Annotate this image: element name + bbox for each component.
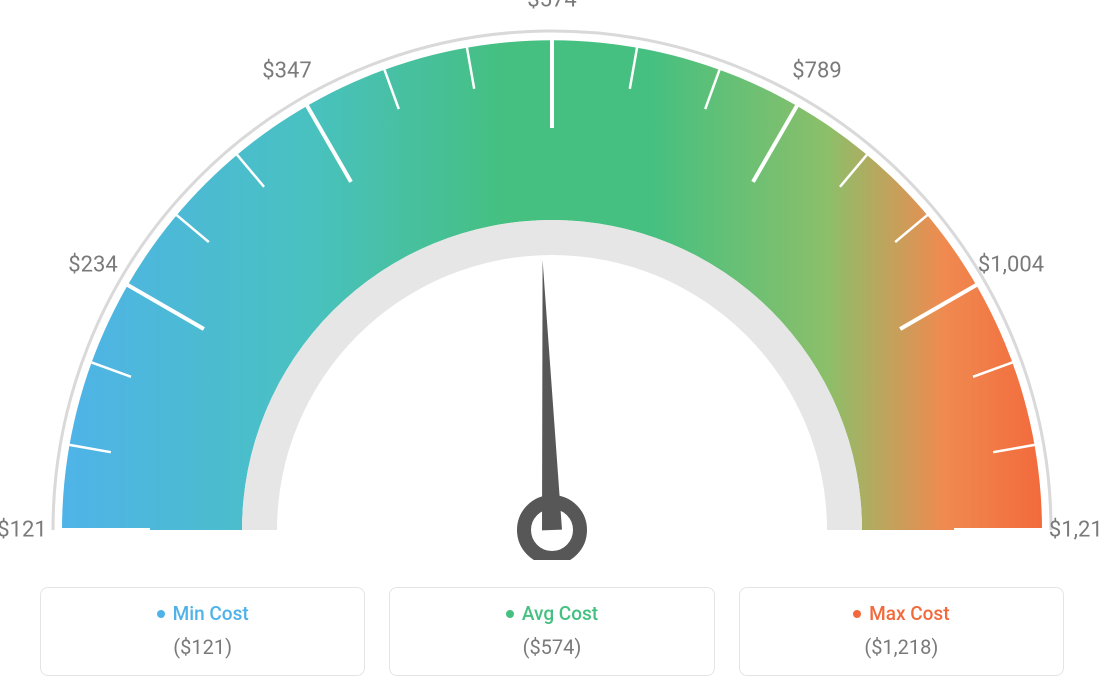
gauge-tick-label: $234 xyxy=(68,253,117,278)
gauge-tick-label: $347 xyxy=(262,59,311,84)
legend-title-min-label: Min Cost xyxy=(173,602,249,625)
gauge-tick-label: $121 xyxy=(0,518,47,543)
legend-dot-max xyxy=(853,610,861,618)
gauge-tick-label: $1,004 xyxy=(978,253,1044,278)
legend-value-max: ($1,218) xyxy=(750,635,1053,659)
gauge-tick-label: $1,218 xyxy=(1049,518,1104,543)
legend-card-max: Max Cost ($1,218) xyxy=(739,587,1064,676)
legend-title-max-label: Max Cost xyxy=(869,602,949,625)
gauge-tick-label: $574 xyxy=(527,0,576,13)
legend-value-min: ($121) xyxy=(51,635,354,659)
gauge-chart-container: $121 $234 $347 $574 $789 $1,004 $1,218 Min Cos… xyxy=(0,0,1104,690)
legend-title-max: Max Cost xyxy=(853,602,949,625)
legend-title-min: Min Cost xyxy=(157,602,249,625)
legend-card-min: Min Cost ($121) xyxy=(40,587,365,676)
legend-card-avg: Avg Cost ($574) xyxy=(389,587,714,676)
gauge-tick-label: $789 xyxy=(792,59,841,84)
gauge-svg xyxy=(0,0,1104,560)
legend-dot-avg xyxy=(506,610,514,618)
legend-dot-min xyxy=(157,610,165,618)
legend-row: Min Cost ($121) Avg Cost ($574) Max Cost… xyxy=(0,587,1104,676)
legend-title-avg: Avg Cost xyxy=(506,602,598,625)
legend-value-avg: ($574) xyxy=(400,635,703,659)
legend-title-avg-label: Avg Cost xyxy=(522,602,598,625)
gauge-area: $121 $234 $347 $574 $789 $1,004 $1,218 xyxy=(0,0,1104,560)
